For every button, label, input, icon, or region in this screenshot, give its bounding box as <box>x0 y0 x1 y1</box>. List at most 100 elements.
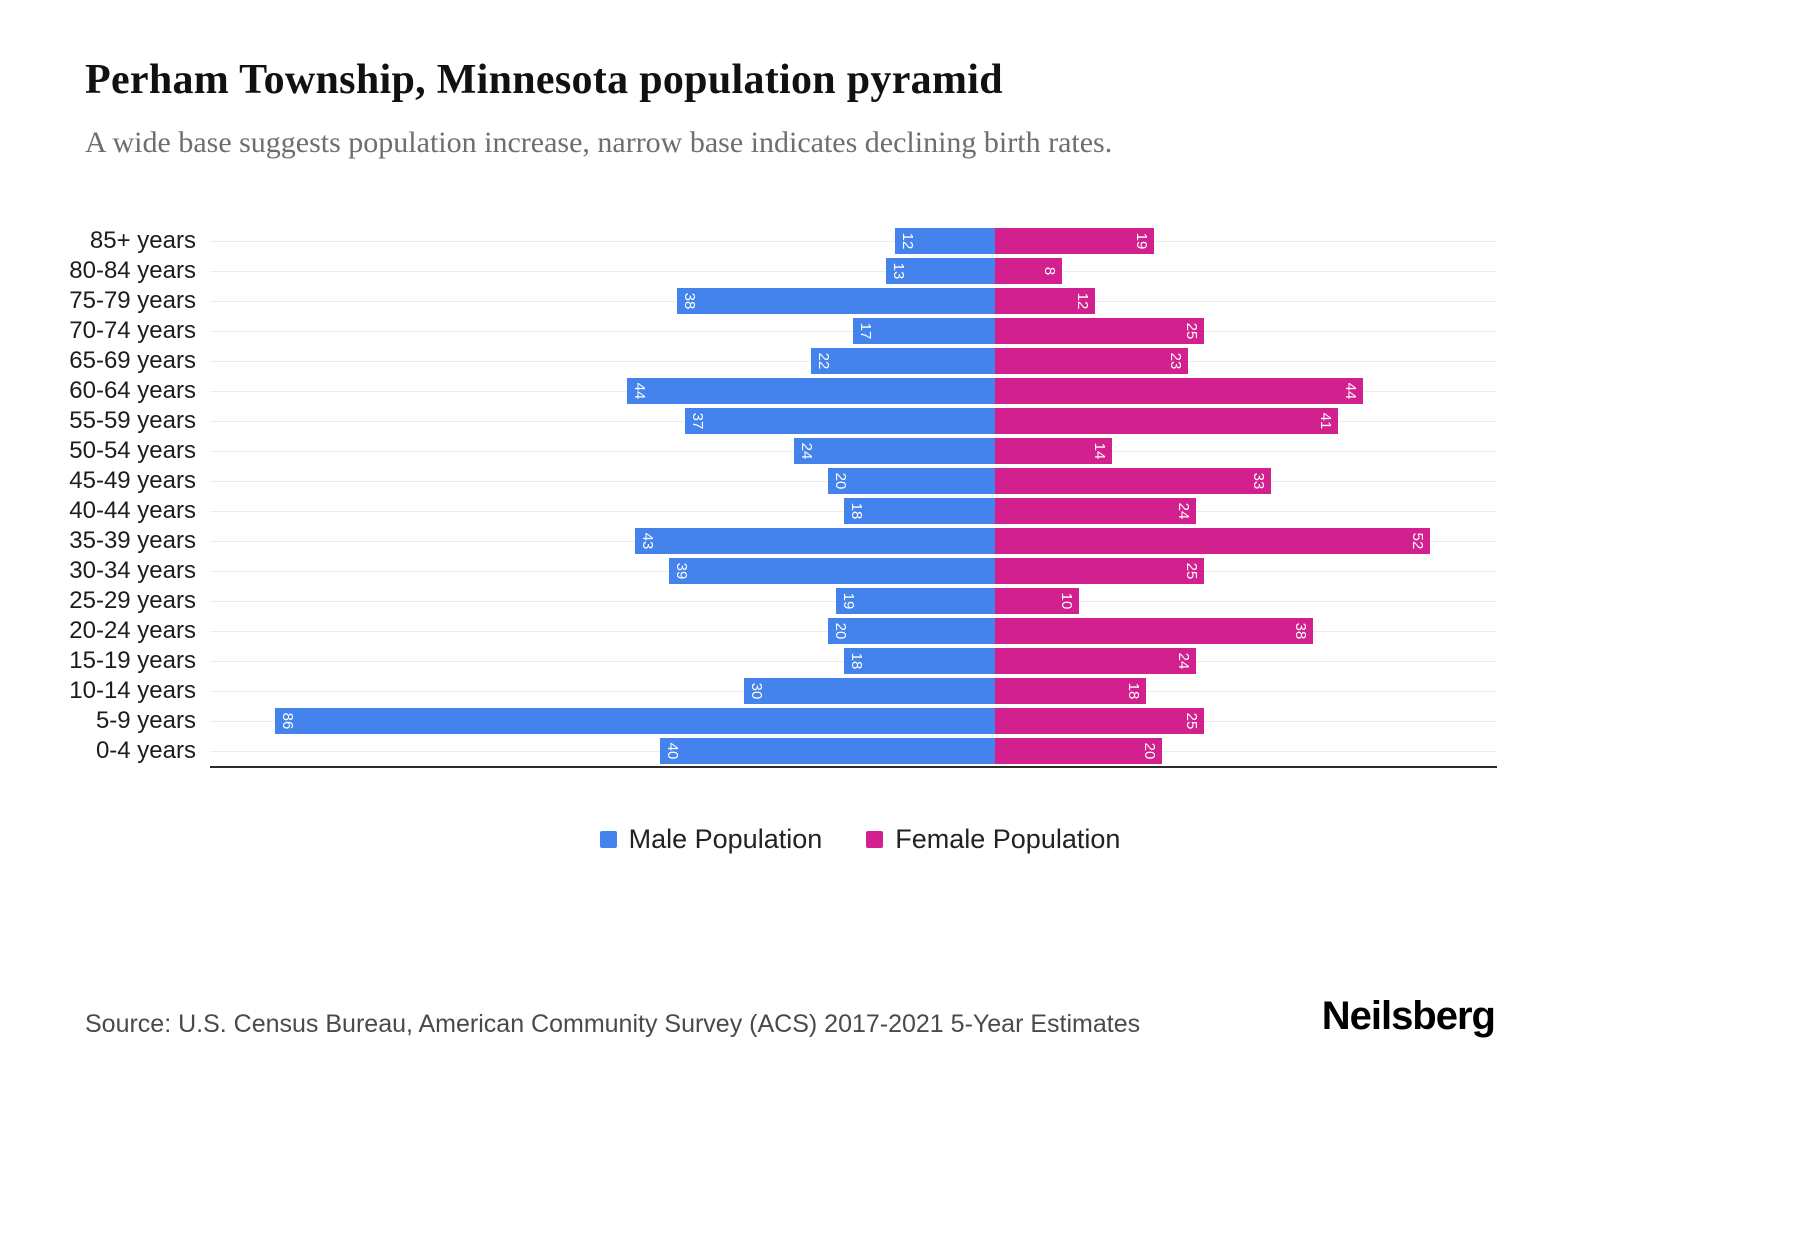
pyramid-row: 65-69 years 22 23 <box>0 346 1800 376</box>
male-bar[interactable]: 24 <box>794 438 995 464</box>
male-bar[interactable]: 20 <box>828 618 995 644</box>
footer: Source: U.S. Census Bureau, American Com… <box>85 994 1496 1039</box>
age-group-label: 20-24 years <box>69 617 196 644</box>
age-group-label: 75-79 years <box>69 287 196 314</box>
female-bar-value: 25 <box>1183 322 1200 340</box>
male-bar[interactable]: 20 <box>828 468 995 494</box>
page: Perham Township, Minnesota population py… <box>0 56 1800 1038</box>
female-bar-value: 44 <box>1342 382 1359 400</box>
chart-subtitle: A wide base suggests population increase… <box>85 126 1113 159</box>
plot-row: 18 24 <box>210 646 1497 676</box>
plot-row: 39 25 <box>210 556 1497 586</box>
female-bar[interactable]: 38 <box>995 618 1313 644</box>
gridline <box>210 241 1497 242</box>
male-bar[interactable]: 43 <box>635 528 995 554</box>
female-bar[interactable]: 44 <box>995 378 1363 404</box>
male-bar-value: 86 <box>279 712 296 730</box>
female-bar[interactable]: 12 <box>995 288 1095 314</box>
female-bar[interactable]: 19 <box>995 228 1154 254</box>
pyramid-row: 45-49 years 20 33 <box>0 466 1800 496</box>
male-bar[interactable]: 12 <box>895 228 995 254</box>
male-bar[interactable]: 44 <box>627 378 995 404</box>
female-bar[interactable]: 41 <box>995 408 1338 434</box>
female-bar-value: 38 <box>1292 622 1309 640</box>
pyramid-row: 40-44 years 18 24 <box>0 496 1800 526</box>
female-legend-swatch-icon <box>866 831 884 848</box>
male-bar-value: 18 <box>848 652 865 670</box>
plot-row: 30 18 <box>210 676 1497 706</box>
male-bar[interactable]: 17 <box>853 318 995 344</box>
female-bar[interactable]: 25 <box>995 318 1204 344</box>
age-group-label: 60-64 years <box>69 377 196 404</box>
pyramid-row: 70-74 years 17 25 <box>0 316 1800 346</box>
pyramid-row: 15-19 years 18 24 <box>0 646 1800 676</box>
male-bar[interactable]: 40 <box>660 738 995 764</box>
female-bar-value: 19 <box>1133 232 1150 250</box>
female-bar[interactable]: 52 <box>995 528 1430 554</box>
age-group-label: 50-54 years <box>69 437 196 464</box>
male-bar[interactable]: 13 <box>886 258 995 284</box>
female-bar[interactable]: 24 <box>995 648 1196 674</box>
female-bar[interactable]: 14 <box>995 438 1112 464</box>
female-bar-value: 14 <box>1091 442 1108 460</box>
x-axis-line <box>210 766 1497 768</box>
male-bar-value: 12 <box>899 232 916 250</box>
pyramid-row: 5-9 years 86 25 <box>0 706 1800 736</box>
legend-item-female[interactable]: Female Population <box>866 824 1120 855</box>
female-bar[interactable]: 23 <box>995 348 1188 374</box>
plot-row: 44 44 <box>210 376 1497 406</box>
pyramid-row: 10-14 years 30 18 <box>0 676 1800 706</box>
pyramid-row: 75-79 years 38 12 <box>0 286 1800 316</box>
female-bar[interactable]: 25 <box>995 708 1204 734</box>
female-bar[interactable]: 24 <box>995 498 1196 524</box>
pyramid-row: 35-39 years 43 52 <box>0 526 1800 556</box>
male-bar-value: 13 <box>890 262 907 280</box>
male-bar[interactable]: 30 <box>744 678 995 704</box>
population-pyramid-chart: 85+ years 12 19 80-84 years 13 8 75-79 years 38… <box>0 226 1800 768</box>
female-bar[interactable]: 10 <box>995 588 1079 614</box>
female-bar-value: 52 <box>1409 532 1426 550</box>
male-bar-value: 44 <box>631 382 648 400</box>
female-bar-value: 23 <box>1167 352 1184 370</box>
male-bar[interactable]: 18 <box>844 648 995 674</box>
neilsberg-logo: Neilsberg <box>1321 994 1496 1038</box>
female-bar-value: 33 <box>1250 472 1267 490</box>
male-bar[interactable]: 38 <box>677 288 995 314</box>
pyramid-row: 25-29 years 19 10 <box>0 586 1800 616</box>
female-bar[interactable]: 33 <box>995 468 1271 494</box>
female-bar[interactable]: 8 <box>995 258 1062 284</box>
source-attribution: Source: U.S. Census Bureau, American Com… <box>85 1010 1141 1038</box>
plot-row: 20 38 <box>210 616 1497 646</box>
male-bar-value: 40 <box>664 742 681 760</box>
female-bar[interactable]: 18 <box>995 678 1146 704</box>
age-group-label: 5-9 years <box>95 707 196 734</box>
male-bar-value: 30 <box>748 682 765 700</box>
male-bar[interactable]: 37 <box>685 408 995 434</box>
male-bar[interactable]: 39 <box>669 558 995 584</box>
plot-row: 22 23 <box>210 346 1497 376</box>
plot-row: 38 12 <box>210 286 1497 316</box>
female-bar-value: 12 <box>1074 292 1091 310</box>
female-bar-value: 24 <box>1175 652 1192 670</box>
male-bar[interactable]: 86 <box>275 708 995 734</box>
plot-row: 43 52 <box>210 526 1497 556</box>
male-bar-value: 20 <box>832 622 849 640</box>
male-bar-value: 24 <box>798 442 815 460</box>
male-bar[interactable]: 22 <box>811 348 995 374</box>
age-group-label: 10-14 years <box>69 677 196 704</box>
male-bar-value: 38 <box>681 292 698 310</box>
male-bar[interactable]: 19 <box>836 588 995 614</box>
plot-row: 18 24 <box>210 496 1497 526</box>
plot-row: 40 20 <box>210 736 1497 766</box>
male-bar[interactable]: 18 <box>844 498 995 524</box>
pyramid-row: 85+ years 12 19 <box>0 226 1800 256</box>
legend-item-male[interactable]: Male Population <box>599 824 822 855</box>
female-bar[interactable]: 20 <box>995 738 1162 764</box>
female-bar[interactable]: 25 <box>995 558 1204 584</box>
age-group-label: 85+ years <box>89 227 196 254</box>
plot-row: 12 19 <box>210 226 1497 256</box>
female-bar-value: 25 <box>1183 712 1200 730</box>
pyramid-row: 20-24 years 20 38 <box>0 616 1800 646</box>
female-bar-value: 20 <box>1141 742 1158 760</box>
plot-row: 37 41 <box>210 406 1497 436</box>
